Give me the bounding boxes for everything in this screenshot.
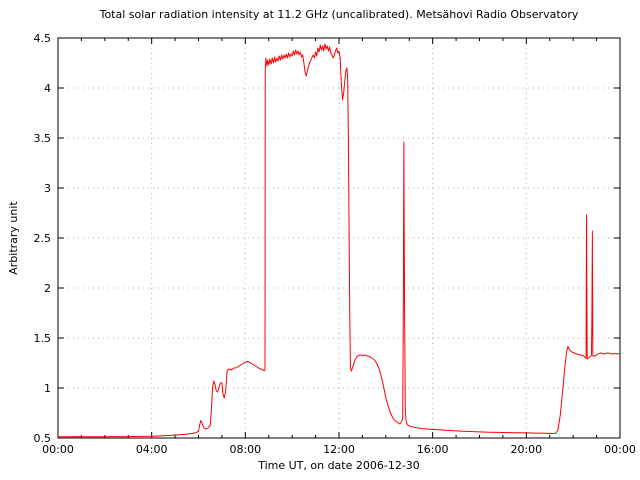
- x-tick-label: 00:00: [42, 443, 74, 456]
- y-tick-label: 4: [44, 82, 51, 95]
- y-axis-label: Arbitrary unit: [7, 201, 20, 275]
- y-tick-label: 1.5: [34, 332, 52, 345]
- y-tick-label: 3: [44, 182, 51, 195]
- x-tick-label: 00:00: [604, 443, 636, 456]
- x-tick-label: 12:00: [323, 443, 355, 456]
- x-axis-label: Time UT, on date 2006-12-30: [258, 459, 420, 472]
- x-tick-label: 08:00: [229, 443, 261, 456]
- x-tick-label: 04:00: [136, 443, 168, 456]
- chart-title: Total solar radiation intensity at 11.2 …: [99, 8, 579, 21]
- x-tick-label: 20:00: [510, 443, 542, 456]
- series-line: [57, 43, 621, 438]
- y-tick-label: 4.5: [34, 32, 52, 45]
- y-tick-label: 2.5: [34, 232, 52, 245]
- y-tick-label: 2: [44, 282, 51, 295]
- plot-border: [57, 37, 621, 439]
- y-tick-label: 3.5: [34, 132, 52, 145]
- y-tick-label: 1: [44, 382, 51, 395]
- y-tick-label: 0.5: [34, 432, 52, 445]
- x-tick-label: 16:00: [417, 443, 449, 456]
